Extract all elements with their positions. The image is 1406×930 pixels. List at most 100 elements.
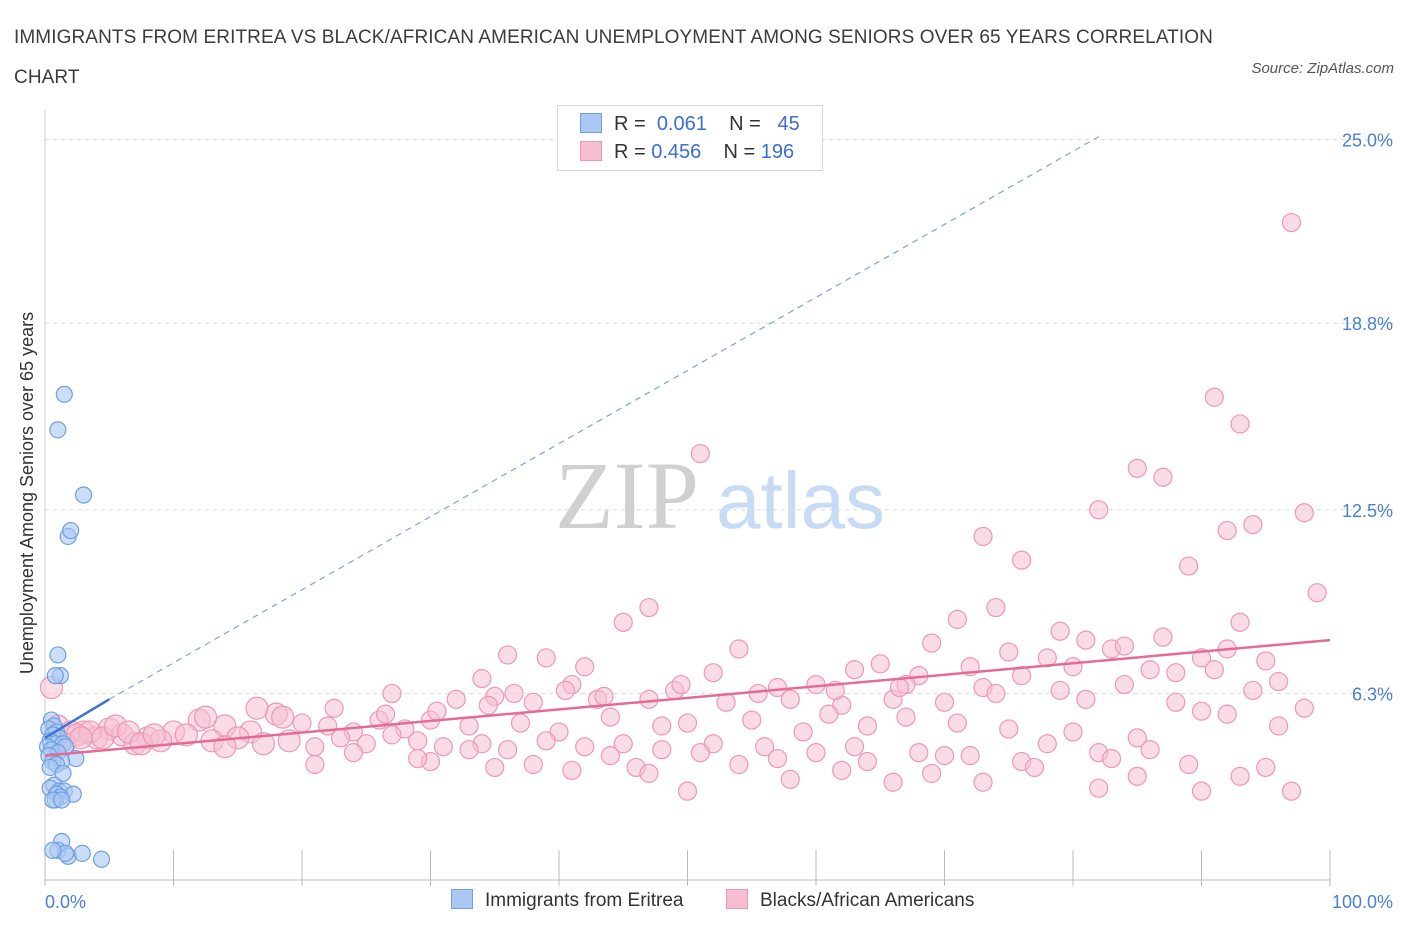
legend-row-eritrea: R = 0.061 N = 45 [580, 113, 800, 139]
point-blacks-53 [1243, 680, 1263, 701]
point-blacks-88 [819, 704, 839, 724]
point-blacks-113 [382, 725, 402, 745]
point-blacks-29 [1191, 648, 1212, 668]
legend-swatch-pink [580, 141, 602, 161]
legend-r-value: 0.061 [656, 113, 707, 135]
point-blacks-92 [999, 719, 1019, 739]
point-blacks-123 [754, 737, 775, 757]
point-blacks-115 [433, 737, 453, 757]
point-blacks-178 [245, 696, 269, 720]
point-blacks-114 [408, 731, 428, 751]
bottom-legend-swatch-blue [451, 889, 473, 909]
point-blacks-43 [1204, 660, 1224, 680]
source-label: Source: ZipAtlas.com [1251, 60, 1394, 77]
point-blacks-149 [922, 763, 942, 783]
point-blacks-142 [1179, 754, 1199, 775]
point-blacks-139 [934, 746, 955, 766]
point-blacks-23 [729, 639, 749, 659]
legend-n-label: N = [723, 141, 756, 163]
point-blacks-153 [305, 754, 325, 775]
point-blacks-180 [324, 698, 344, 718]
point-blacks-19 [1050, 621, 1070, 641]
watermark-atlas: atlas [716, 456, 885, 545]
point-blacks-34 [1256, 651, 1276, 671]
point-blacks-137 [767, 748, 788, 769]
point-blacks-15 [613, 612, 633, 632]
point-blacks-96 [1268, 716, 1289, 736]
point-blacks-4 [1127, 458, 1147, 478]
point-blacks-86 [742, 710, 762, 730]
point-blacks-35 [498, 645, 518, 665]
point-blacks-183 [478, 695, 498, 715]
point-blacks-93 [1063, 722, 1083, 742]
point-blacks-179 [271, 705, 295, 729]
point-blacks-176 [69, 726, 93, 750]
point-blacks-9 [973, 526, 993, 547]
series-eritrea-points [38, 385, 111, 868]
point-blacks-89 [857, 716, 878, 736]
point-blacks-138 [857, 751, 878, 772]
point-blacks-13 [1307, 583, 1327, 603]
point-blacks-134 [459, 740, 479, 760]
trend-lines [44, 136, 1331, 757]
point-eritrea-5 [49, 646, 67, 664]
point-blacks-158 [780, 769, 800, 789]
point-blacks-148 [832, 760, 852, 781]
point-blacks-74 [292, 713, 312, 733]
point-blacks-36 [536, 648, 556, 668]
y-tick-label-0: 6.3% [1352, 684, 1393, 704]
correlation-legend: R = 0.061 N = 45 R = 0.456 N = 196 [557, 105, 823, 171]
point-blacks-130 [1140, 740, 1160, 760]
point-blacks-68 [1166, 692, 1186, 712]
point-blacks-190 [889, 677, 910, 698]
point-blacks-188 [748, 683, 768, 704]
point-blacks-12 [1011, 550, 1032, 570]
point-blacks-160 [973, 772, 993, 792]
bottom-legend-label-eritrea: Immigrants from Eritrea [485, 890, 684, 911]
point-blacks-121 [652, 740, 672, 760]
point-blacks-0 [1281, 212, 1302, 233]
point-blacks-161 [1089, 778, 1109, 798]
point-blacks-84 [652, 716, 672, 736]
point-eritrea-4 [62, 521, 80, 540]
trend-line-eritrea-extension [108, 136, 1099, 700]
point-blacks-108 [251, 732, 276, 756]
point-blacks-184 [504, 683, 524, 704]
point-blacks-48 [767, 677, 788, 698]
point-blacks-66 [986, 683, 1006, 704]
legend-swatch-blue [580, 113, 602, 133]
point-blacks-177 [194, 705, 218, 729]
point-eritrea-7 [46, 667, 64, 685]
point-blacks-136 [690, 743, 710, 763]
legend-n-label: N = [729, 113, 761, 135]
point-blacks-124 [806, 743, 826, 763]
tick-labels: 6.3% 12.5% 18.8% 25.0% [1342, 131, 1393, 705]
point-blacks-159 [883, 772, 903, 792]
point-blacks-157 [639, 763, 659, 783]
point-blacks-55 [382, 683, 402, 704]
point-blacks-2 [1230, 414, 1250, 434]
legend-n-value: 196 [760, 141, 795, 163]
point-blacks-127 [960, 746, 980, 766]
point-blacks-67 [1076, 689, 1096, 709]
legend-r-label: R = [614, 141, 646, 163]
point-eritrea-44 [44, 841, 62, 859]
point-blacks-7 [1243, 515, 1263, 535]
point-blacks-27 [1037, 648, 1057, 668]
bottom-legend-blacks: Blacks/African Americans [726, 889, 974, 912]
point-blacks-69 [1191, 701, 1212, 721]
point-blacks-186 [594, 686, 614, 706]
point-blacks-87 [793, 722, 813, 742]
point-blacks-162 [1191, 781, 1212, 801]
point-eritrea-41 [73, 844, 91, 862]
point-blacks-32 [1063, 657, 1083, 677]
point-blacks-152 [1230, 766, 1250, 786]
point-blacks-52 [1050, 680, 1070, 701]
watermark: ZIP atlas [555, 442, 885, 549]
point-blacks-155 [485, 757, 505, 778]
point-blacks-56 [446, 689, 466, 709]
bottom-legend-eritrea: Immigrants from Eritrea [451, 889, 683, 912]
point-blacks-91 [947, 713, 967, 733]
grid-lines [45, 139, 1395, 694]
